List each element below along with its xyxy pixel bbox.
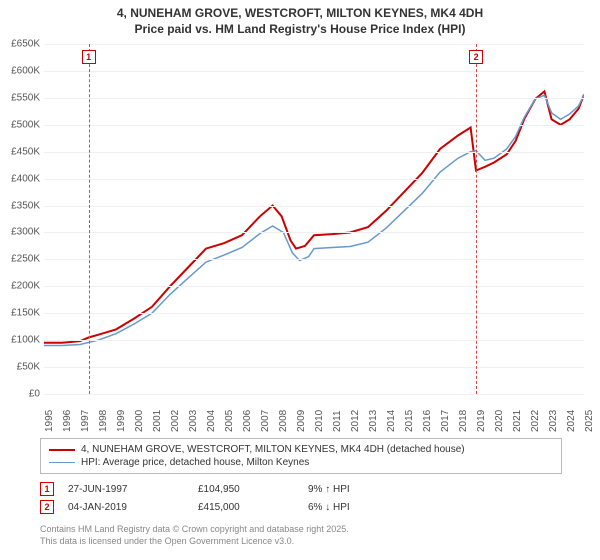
x-tick-label: 2012 <box>350 410 361 432</box>
sale-row-1: 1 27-JUN-1997 £104,950 9% ↑ HPI <box>40 480 562 498</box>
sale-price-1: £104,950 <box>198 484 308 495</box>
x-tick-label: 2021 <box>512 410 523 432</box>
x-tick-label: 1997 <box>80 410 91 432</box>
legend-swatch-hpi <box>49 462 75 463</box>
footer-line2: This data is licensed under the Open Gov… <box>40 536 562 548</box>
x-tick-label: 2003 <box>188 410 199 432</box>
sale-marker-2-icon: 2 <box>40 500 54 514</box>
footer: Contains HM Land Registry data © Crown c… <box>40 524 562 547</box>
x-tick-label: 2008 <box>278 410 289 432</box>
x-tick-label: 1998 <box>98 410 109 432</box>
x-tick-label: 2002 <box>170 410 181 432</box>
sales-table: 1 27-JUN-1997 £104,950 9% ↑ HPI 2 04-JAN… <box>40 480 562 516</box>
x-tick-label: 2011 <box>332 410 343 432</box>
y-tick-label: £100K <box>0 335 40 346</box>
sale-delta-1: 9% ↑ HPI <box>308 484 418 495</box>
sale-date-1: 27-JUN-1997 <box>68 484 198 495</box>
legend-swatch-price-paid <box>49 449 75 451</box>
y-tick-label: £350K <box>0 200 40 211</box>
legend-label-hpi: HPI: Average price, detached house, Milt… <box>81 457 309 468</box>
y-tick-label: £550K <box>0 92 40 103</box>
x-tick-label: 2025 <box>584 410 595 432</box>
legend: 4, NUNEHAM GROVE, WESTCROFT, MILTON KEYN… <box>40 438 562 474</box>
x-tick-label: 2016 <box>422 410 433 432</box>
y-tick-label: £400K <box>0 173 40 184</box>
x-tick-label: 2024 <box>566 410 577 432</box>
x-tick-label: 2010 <box>314 410 325 432</box>
x-tick-label: 2001 <box>152 410 163 432</box>
x-tick-label: 2023 <box>548 410 559 432</box>
y-tick-label: £650K <box>0 39 40 50</box>
x-tick-label: 1996 <box>62 410 73 432</box>
sale-date-2: 04-JAN-2019 <box>68 502 198 513</box>
sale-vline <box>476 44 477 394</box>
sale-marker-1-icon: 1 <box>40 482 54 496</box>
chart-lines-svg <box>44 44 584 394</box>
y-tick-label: £300K <box>0 227 40 238</box>
y-tick-label: £0 <box>0 389 40 400</box>
x-tick-label: 2014 <box>386 410 397 432</box>
x-axis-labels: 1995199619971998199920002001200220032004… <box>44 398 584 428</box>
legend-item-hpi: HPI: Average price, detached house, Milt… <box>49 456 553 469</box>
series-price_paid <box>44 91 584 342</box>
sale-marker-on-chart: 1 <box>82 50 96 64</box>
x-tick-label: 2022 <box>530 410 541 432</box>
sale-price-2: £415,000 <box>198 502 308 513</box>
x-tick-label: 2000 <box>134 410 145 432</box>
x-tick-label: 1999 <box>116 410 127 432</box>
y-tick-label: £50K <box>0 362 40 373</box>
sale-vline <box>89 44 90 394</box>
x-tick-label: 2006 <box>242 410 253 432</box>
series-hpi <box>44 95 584 345</box>
x-tick-label: 2009 <box>296 410 307 432</box>
x-tick-label: 2013 <box>368 410 379 432</box>
y-tick-label: £250K <box>0 254 40 265</box>
x-tick-label: 2004 <box>206 410 217 432</box>
x-tick-label: 2015 <box>404 410 415 432</box>
legend-item-price-paid: 4, NUNEHAM GROVE, WESTCROFT, MILTON KEYN… <box>49 443 553 456</box>
y-tick-label: £600K <box>0 65 40 76</box>
sale-marker-on-chart: 2 <box>469 50 483 64</box>
sale-delta-2: 6% ↓ HPI <box>308 502 418 513</box>
chart: 12 £0£50K£100K£150K£200K£250K£300K£350K£… <box>44 44 584 414</box>
x-tick-label: 2005 <box>224 410 235 432</box>
x-tick-label: 1995 <box>44 410 55 432</box>
page-title-line2: Price paid vs. HM Land Registry's House … <box>10 22 590 38</box>
chart-plot: 12 <box>44 44 584 394</box>
x-tick-label: 2020 <box>494 410 505 432</box>
page-title-line1: 4, NUNEHAM GROVE, WESTCROFT, MILTON KEYN… <box>10 6 590 22</box>
x-tick-label: 2018 <box>458 410 469 432</box>
y-tick-label: £200K <box>0 281 40 292</box>
x-tick-label: 2019 <box>476 410 487 432</box>
y-tick-label: £450K <box>0 146 40 157</box>
y-tick-label: £500K <box>0 119 40 130</box>
x-tick-label: 2017 <box>440 410 451 432</box>
legend-label-price-paid: 4, NUNEHAM GROVE, WESTCROFT, MILTON KEYN… <box>81 444 465 455</box>
sale-row-2: 2 04-JAN-2019 £415,000 6% ↓ HPI <box>40 498 562 516</box>
footer-line1: Contains HM Land Registry data © Crown c… <box>40 524 562 536</box>
y-tick-label: £150K <box>0 308 40 319</box>
x-tick-label: 2007 <box>260 410 271 432</box>
